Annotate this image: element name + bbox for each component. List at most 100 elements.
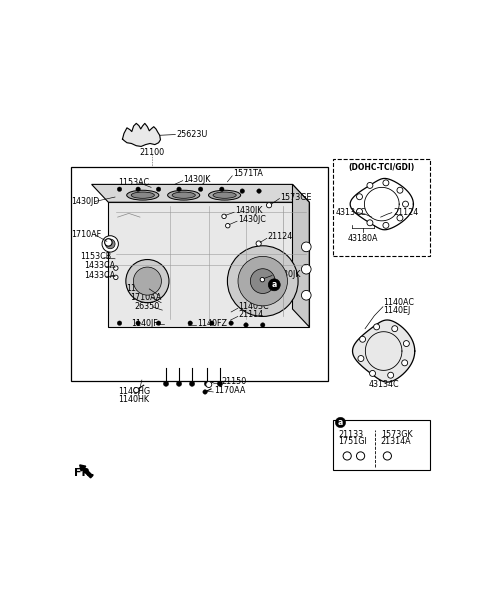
Circle shape <box>357 452 365 460</box>
Circle shape <box>105 239 112 246</box>
Circle shape <box>163 381 168 387</box>
Circle shape <box>343 452 351 460</box>
Circle shape <box>301 242 311 252</box>
Circle shape <box>244 323 248 327</box>
Text: 1170AA: 1170AA <box>215 386 246 395</box>
Text: 1430JK: 1430JK <box>235 206 262 215</box>
Text: 21133: 21133 <box>338 430 363 439</box>
Circle shape <box>156 187 161 191</box>
Circle shape <box>388 372 394 378</box>
Circle shape <box>397 215 403 221</box>
Circle shape <box>335 417 346 427</box>
Text: 21124: 21124 <box>393 208 418 217</box>
Text: 1152AA: 1152AA <box>126 284 158 292</box>
Text: 1153AC: 1153AC <box>118 178 149 186</box>
Circle shape <box>106 239 115 249</box>
Circle shape <box>114 275 118 279</box>
Text: 21124: 21124 <box>267 232 293 242</box>
Circle shape <box>219 187 224 191</box>
Circle shape <box>222 214 226 218</box>
Circle shape <box>117 321 122 326</box>
Polygon shape <box>92 184 309 202</box>
Text: 21150: 21150 <box>222 377 247 386</box>
Bar <box>334 420 430 470</box>
Text: 1710AA: 1710AA <box>130 292 161 301</box>
Text: 1433CA: 1433CA <box>84 271 115 280</box>
Circle shape <box>204 381 210 387</box>
Circle shape <box>210 321 214 326</box>
Circle shape <box>261 323 265 327</box>
Text: 1571TA: 1571TA <box>233 169 263 178</box>
Text: 1751GI: 1751GI <box>338 437 367 446</box>
Circle shape <box>203 390 207 394</box>
Circle shape <box>397 187 403 193</box>
Circle shape <box>102 236 119 252</box>
Text: (DOHC-TCI/GDI): (DOHC-TCI/GDI) <box>348 163 415 172</box>
Text: 21114: 21114 <box>239 310 264 320</box>
Circle shape <box>383 180 389 186</box>
Text: 43134C: 43134C <box>368 380 399 389</box>
Text: 1140HG: 1140HG <box>118 387 150 397</box>
Circle shape <box>126 259 169 303</box>
Polygon shape <box>108 202 309 327</box>
Circle shape <box>251 269 275 294</box>
Text: 1140AC: 1140AC <box>384 298 415 307</box>
Circle shape <box>238 256 288 306</box>
Circle shape <box>360 336 366 342</box>
Circle shape <box>177 187 181 191</box>
Text: 1430JC: 1430JC <box>238 215 266 224</box>
Circle shape <box>358 356 364 362</box>
Text: 1140JF: 1140JF <box>132 319 158 328</box>
Circle shape <box>133 267 161 295</box>
Ellipse shape <box>208 190 240 200</box>
Text: 1430JK: 1430JK <box>183 175 210 184</box>
Circle shape <box>268 279 280 291</box>
Circle shape <box>206 381 212 388</box>
Circle shape <box>370 371 375 377</box>
Circle shape <box>188 321 192 326</box>
Text: 1140HK: 1140HK <box>118 395 149 404</box>
Circle shape <box>136 321 140 326</box>
Polygon shape <box>292 184 309 327</box>
Circle shape <box>357 208 362 214</box>
Circle shape <box>403 340 409 346</box>
Text: 1430JD: 1430JD <box>71 197 99 206</box>
Ellipse shape <box>172 192 195 198</box>
Ellipse shape <box>168 190 200 200</box>
Circle shape <box>403 201 408 207</box>
Circle shape <box>402 360 408 366</box>
Circle shape <box>257 189 261 194</box>
Text: 26350: 26350 <box>134 301 160 311</box>
Ellipse shape <box>213 192 236 198</box>
Circle shape <box>217 381 223 387</box>
Circle shape <box>301 265 311 274</box>
Circle shape <box>177 381 181 387</box>
Circle shape <box>266 202 272 208</box>
Circle shape <box>133 388 139 392</box>
Text: 1573GK: 1573GK <box>381 430 412 439</box>
Circle shape <box>260 278 264 282</box>
Circle shape <box>301 291 311 300</box>
Circle shape <box>190 381 195 387</box>
Text: 1433CA: 1433CA <box>84 261 115 271</box>
Bar <box>334 159 430 256</box>
Text: a: a <box>272 281 277 289</box>
Circle shape <box>392 326 398 332</box>
Circle shape <box>357 194 362 200</box>
Circle shape <box>229 321 233 326</box>
Circle shape <box>114 266 118 271</box>
Text: 1573GE: 1573GE <box>280 193 312 202</box>
Ellipse shape <box>131 192 155 198</box>
Text: 43180A: 43180A <box>348 234 378 243</box>
Polygon shape <box>352 320 415 382</box>
Polygon shape <box>122 123 160 146</box>
Circle shape <box>383 452 392 460</box>
Ellipse shape <box>127 190 159 200</box>
Circle shape <box>228 246 298 317</box>
Circle shape <box>256 241 261 246</box>
Circle shape <box>367 182 373 188</box>
Text: 21314A: 21314A <box>381 437 411 446</box>
Circle shape <box>117 187 122 191</box>
Text: 21100: 21100 <box>140 148 165 157</box>
Text: 25623U: 25623U <box>176 130 207 139</box>
